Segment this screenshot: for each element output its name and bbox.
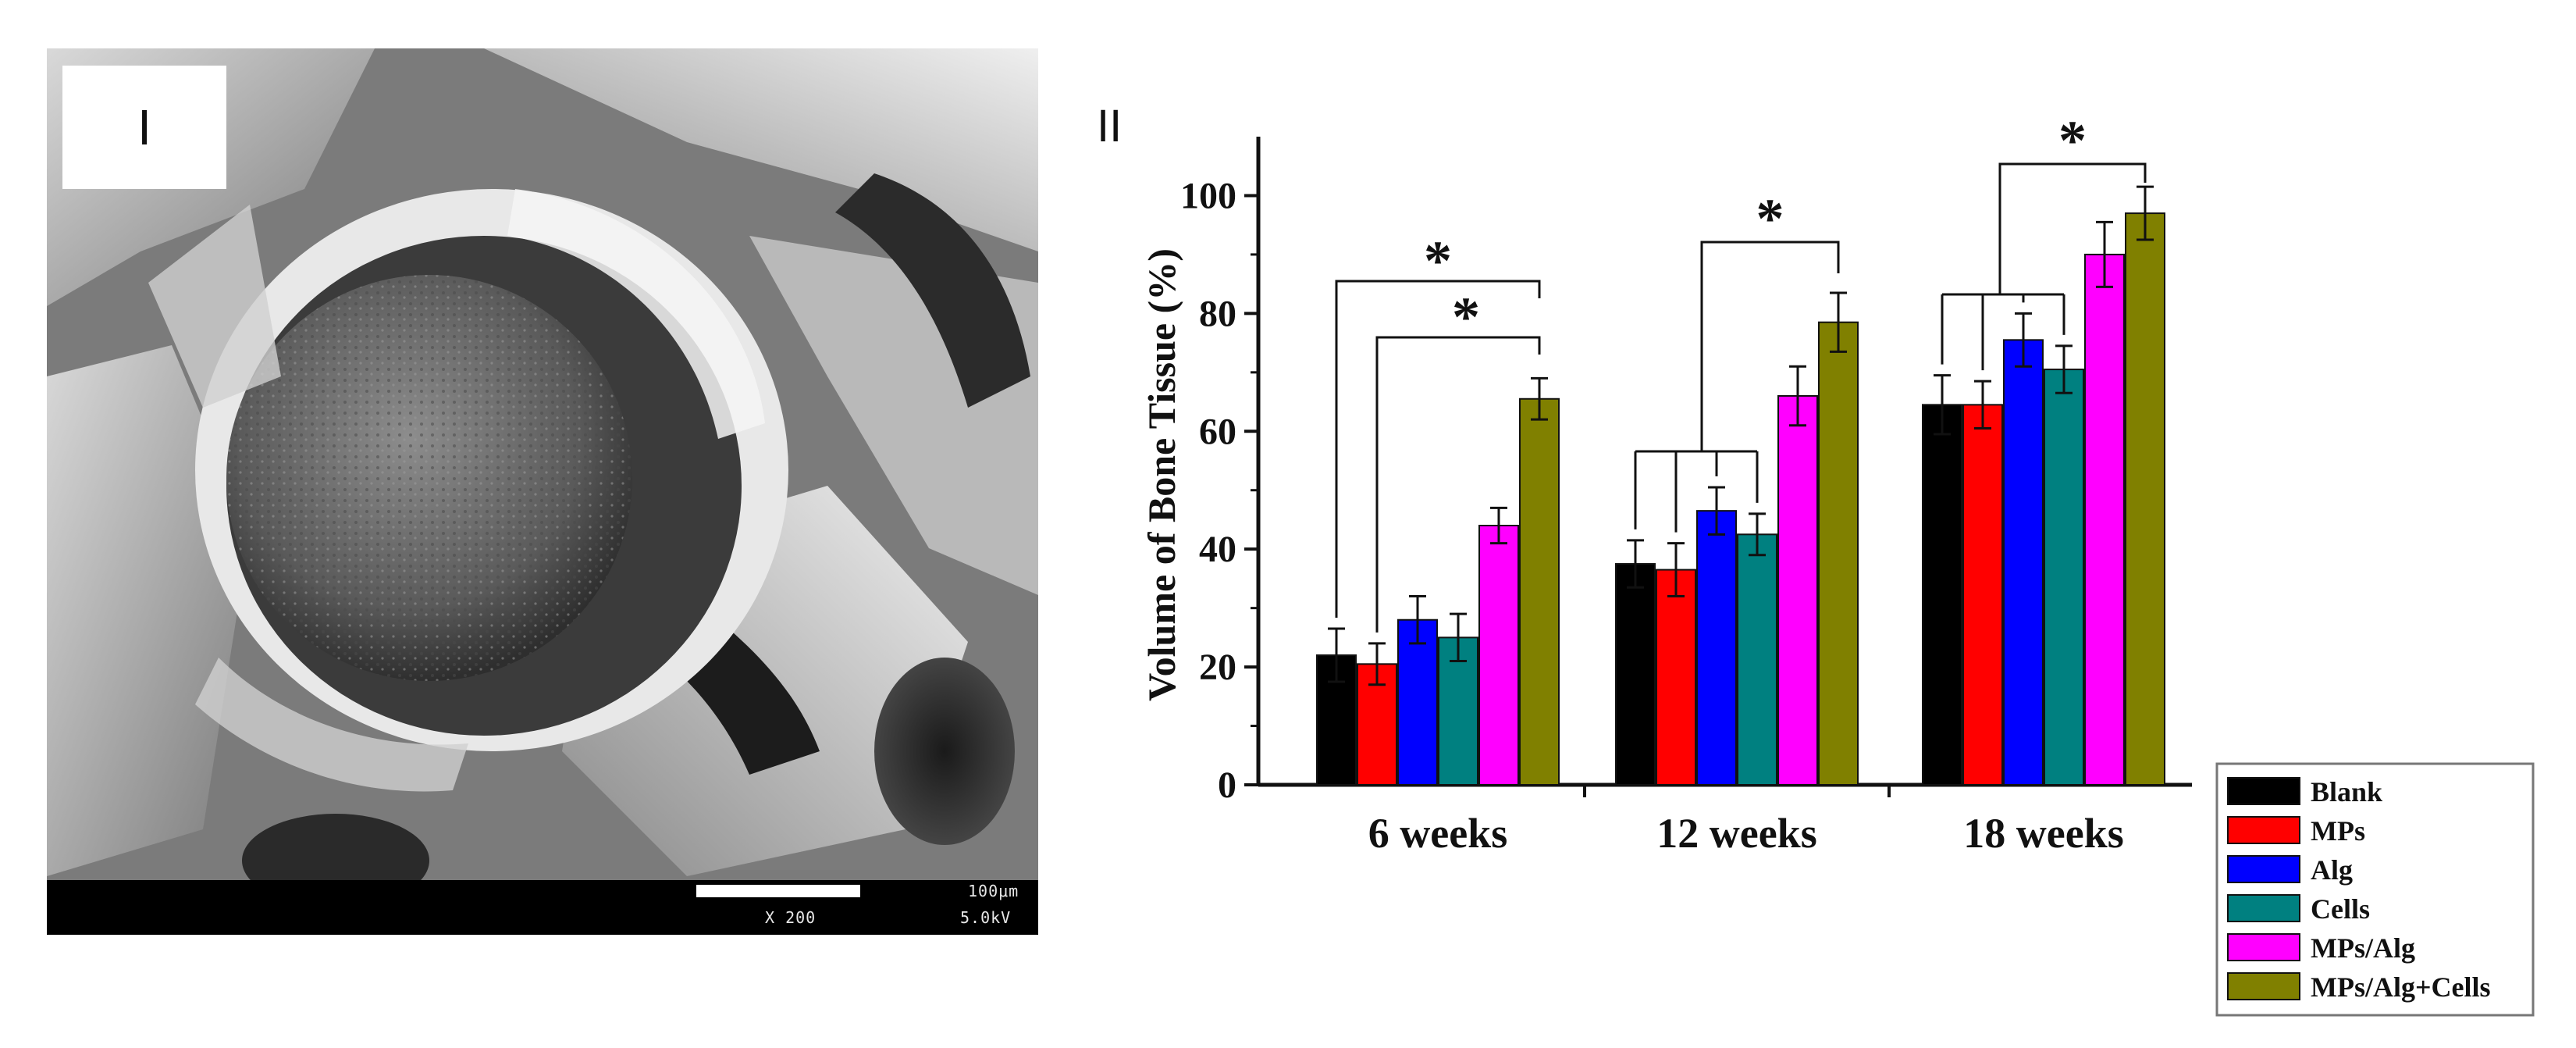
- significance-brackets: ****: [1335, 109, 2147, 633]
- x-category-label: 6 weeks: [1368, 810, 1507, 857]
- chart-error-bars: [1328, 185, 2154, 686]
- bar: [1615, 563, 1656, 786]
- legend-label: MPs: [2311, 815, 2365, 847]
- legend-swatch: [2227, 777, 2300, 805]
- bar: [1656, 569, 1696, 786]
- significance-star: *: [1452, 286, 1480, 348]
- chart-tick-labels: 0 20 40 60 80 100 6 weeks 12 weeks 18 weeks: [1180, 175, 2124, 857]
- bar: [1962, 404, 2003, 786]
- chart-bars: [1316, 212, 2165, 786]
- panel-ii-label: II: [1097, 101, 1123, 151]
- y-tick-label: 100: [1180, 175, 1236, 216]
- bar: [1777, 395, 1818, 786]
- sem-info-bar: 100μm X 200 5.0kV: [47, 880, 1038, 935]
- y-tick-label: 80: [1199, 293, 1236, 334]
- legend-swatch: [2227, 933, 2300, 961]
- significance-star: *: [1424, 230, 1452, 292]
- scale-bar: [696, 885, 860, 897]
- scale-text: 100μm: [968, 882, 1019, 900]
- y-axis-title: Volume of Bone Tissue (%): [1140, 248, 1183, 701]
- bar: [1696, 510, 1737, 786]
- magnification-text: X 200: [765, 908, 817, 927]
- legend-label: Blank: [2311, 776, 2382, 807]
- y-tick-label: 0: [1218, 765, 1236, 806]
- bar: [1922, 404, 1962, 786]
- bar: [2125, 212, 2165, 786]
- bar: [1737, 533, 1777, 786]
- bar: [2044, 369, 2084, 786]
- legend-swatch: [2227, 816, 2300, 844]
- legend-swatch: [2227, 855, 2300, 883]
- significance-bracket: [1375, 336, 1541, 633]
- panel-i-label: I: [62, 66, 226, 189]
- sem-texture: [47, 48, 1038, 935]
- legend-label: Cells: [2311, 893, 2370, 925]
- legend-swatch: [2227, 972, 2300, 1000]
- legend: Blank MPs Alg Cells MPs/Alg MPs/Alg+Cells: [2215, 762, 2535, 1017]
- significance-star: *: [1756, 187, 1784, 250]
- x-category-label: 12 weeks: [1656, 810, 1816, 857]
- x-category-label: 18 weeks: [1963, 810, 2123, 857]
- bar: [1519, 397, 1560, 786]
- significance-bracket: [1700, 241, 1840, 451]
- legend-label: Alg: [2311, 854, 2353, 886]
- bar: [1818, 321, 1859, 786]
- bar: [2003, 339, 2044, 786]
- legend-label: MPs/Alg+Cells: [2311, 971, 2490, 1003]
- bar: [1478, 525, 1519, 786]
- y-tick-label: 40: [1199, 529, 1236, 570]
- legend-label: MPs/Alg: [2311, 932, 2415, 964]
- y-tick-label: 20: [1199, 647, 1236, 688]
- significance-star: *: [2058, 109, 2087, 172]
- bar: [1397, 618, 1438, 786]
- y-tick-label: 60: [1199, 411, 1236, 452]
- significance-bracket: [1335, 280, 1541, 618]
- significance-bracket: [1998, 162, 2147, 294]
- voltage-text: 5.0kV: [960, 908, 1012, 927]
- legend-swatch: [2227, 894, 2300, 922]
- bar: [2084, 253, 2125, 786]
- sem-micrograph: I 100μm X 200 5.0kV: [47, 48, 1038, 935]
